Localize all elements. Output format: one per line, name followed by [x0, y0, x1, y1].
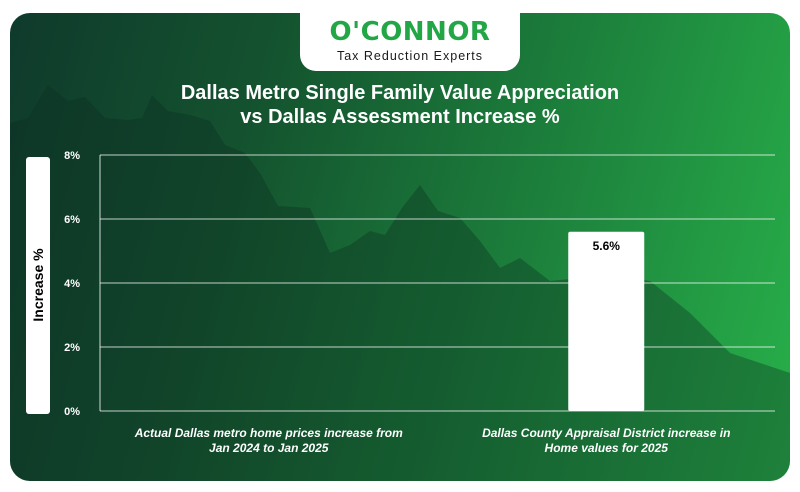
y-tick-label-4: 8%: [64, 150, 80, 162]
brand-logo: O'CONNOR Tax Reduction Experts: [300, 13, 520, 71]
bar-1: [568, 231, 645, 411]
chart-title-line-1: Dallas Metro Single Family Value Appreci…: [180, 82, 620, 104]
brand-name: O'CONNOR: [329, 17, 491, 47]
y-tick-label-0: 0%: [64, 406, 80, 418]
category-label-0: Actual Dallas metro home prices increase…: [134, 426, 403, 455]
y-tick-label-2: 4%: [64, 278, 80, 290]
y-axis-label-box: [26, 157, 50, 414]
chart-title-line-2: vs Dallas Assessment Increase %: [240, 106, 560, 128]
data-label-1: 5.6%: [593, 239, 621, 253]
chart-card: O'CONNOR Tax Reduction Experts Dallas Me…: [10, 13, 790, 481]
brand-tagline: Tax Reduction Experts: [336, 49, 484, 63]
category-label-1: Dallas County Appraisal District increas…: [482, 426, 731, 455]
chart-title: Dallas Metro Single Family Value Appreci…: [10, 81, 790, 129]
y-tick-label-3: 6%: [64, 214, 80, 226]
bar-chart: 0% 2% 4% 6% 8% 5.6%: [64, 150, 775, 418]
y-tick-label-1: 2%: [64, 342, 80, 354]
